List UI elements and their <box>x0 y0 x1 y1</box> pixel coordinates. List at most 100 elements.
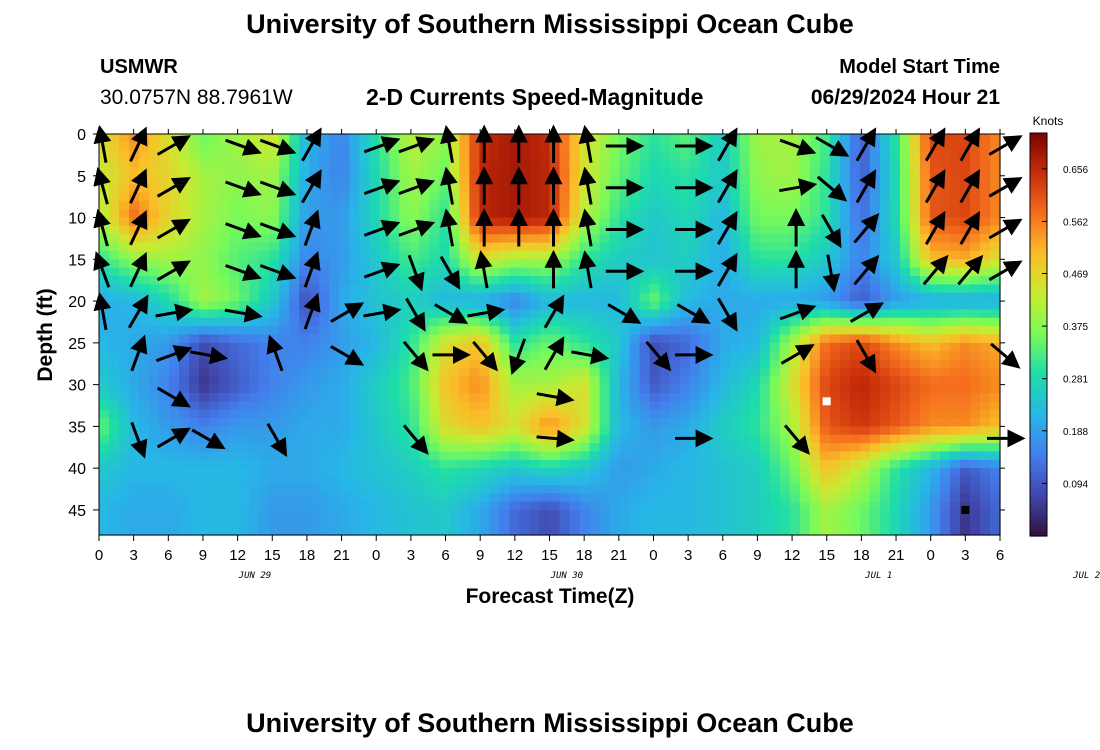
heatmap-cell <box>949 192 961 202</box>
heatmap-cell <box>979 459 991 469</box>
heatmap-cell <box>189 167 200 177</box>
heatmap-cell <box>649 501 661 511</box>
current-vector <box>363 261 401 279</box>
heatmap-cell <box>699 443 711 453</box>
heatmap-cell <box>869 459 881 469</box>
heatmap-cell <box>759 459 771 469</box>
heatmap-cell <box>539 209 551 219</box>
heatmap-cell <box>449 418 460 427</box>
heatmap-cell <box>499 192 511 202</box>
heatmap-cell <box>829 409 841 419</box>
heatmap-cell <box>759 493 771 503</box>
heatmap-cell <box>759 426 771 436</box>
heatmap-cell <box>399 518 410 528</box>
colorbar-segment <box>1030 136 1047 141</box>
heatmap-cell <box>989 292 1001 302</box>
heatmap-cell <box>659 242 671 252</box>
colorbar-segment <box>1030 347 1047 352</box>
x-tick-label: 0 <box>927 547 935 564</box>
heatmap-cell <box>879 234 891 244</box>
heatmap-cell <box>369 384 380 394</box>
heatmap-cell <box>609 159 621 169</box>
heatmap-cell <box>219 326 230 336</box>
heatmap-cell <box>759 359 771 369</box>
heatmap-cell <box>979 250 991 260</box>
heatmap-cell <box>709 217 721 227</box>
heatmap-cell <box>979 326 991 336</box>
heatmap-cell <box>329 484 340 494</box>
colorbar-segment <box>1030 317 1047 322</box>
heatmap-cell <box>179 459 190 469</box>
heatmap-cell <box>709 484 721 494</box>
heatmap-cell <box>359 476 370 486</box>
heatmap-cell <box>269 259 280 269</box>
heatmap-cell <box>309 401 320 411</box>
heatmap-cell <box>159 150 170 160</box>
heatmap-cell <box>299 250 310 260</box>
heatmap-cell <box>989 359 1001 369</box>
heatmap-cell <box>869 142 881 152</box>
heatmap-cell <box>819 192 831 202</box>
heatmap-cell <box>179 292 190 302</box>
heatmap-cell <box>349 493 360 503</box>
heatmap-cell <box>209 426 220 436</box>
colorbar-segment <box>1030 159 1047 164</box>
heatmap-cell <box>209 250 220 260</box>
heatmap-cell <box>289 250 300 260</box>
heatmap-cell <box>549 359 561 369</box>
heatmap-cell <box>369 209 380 219</box>
heatmap-cell <box>659 459 671 469</box>
heatmap-cell <box>159 225 170 235</box>
heatmap-cell <box>249 259 260 269</box>
heatmap-cell <box>929 234 941 244</box>
heatmap-cell <box>259 217 270 227</box>
heatmap-cell <box>269 150 280 160</box>
heatmap-cell <box>729 292 741 302</box>
current-vector <box>402 340 429 372</box>
heatmap-cell <box>389 284 400 294</box>
heatmap-cell <box>959 359 971 369</box>
heatmap-cell <box>969 326 981 336</box>
heatmap-cell <box>769 409 781 419</box>
heatmap-cell <box>199 409 210 419</box>
heatmap-cell <box>899 376 911 386</box>
heatmap-cell <box>429 292 440 302</box>
heatmap-cell <box>359 468 370 478</box>
colorbar-segment <box>1030 364 1047 369</box>
heatmap-cell <box>199 468 210 478</box>
heatmap-cell <box>379 418 390 427</box>
heatmap-cell <box>589 376 601 386</box>
current-vector <box>93 291 112 331</box>
heatmap-cell <box>639 484 651 494</box>
heatmap-cell <box>309 526 320 536</box>
heatmap-cell <box>279 200 290 210</box>
heatmap-cell <box>319 518 330 528</box>
heatmap-cell <box>839 334 851 344</box>
heatmap-cell <box>919 493 931 503</box>
heatmap-cell <box>809 351 821 361</box>
heatmap-cell <box>339 401 350 411</box>
heatmap-cell <box>339 234 350 244</box>
heatmap-cell <box>369 401 380 411</box>
heatmap-cell <box>159 367 170 377</box>
heatmap-cell <box>799 234 811 244</box>
current-vector <box>440 208 458 247</box>
heatmap-cell <box>689 250 701 260</box>
heatmap-cell <box>229 225 240 235</box>
colorbar-segment <box>1030 378 1047 383</box>
heatmap-cell <box>299 509 310 519</box>
heatmap-cell <box>949 326 961 336</box>
heatmap-cell <box>599 434 611 444</box>
heatmap-cell <box>379 209 390 219</box>
heatmap-cell <box>549 159 561 169</box>
heatmap-cell <box>549 459 561 469</box>
heatmap-cell <box>969 376 981 386</box>
heatmap-cell <box>259 367 270 377</box>
current-vector <box>578 208 597 247</box>
heatmap-cell <box>989 351 1001 361</box>
heatmap-cell <box>189 234 200 244</box>
heatmap-cell <box>439 184 450 194</box>
heatmap-cell <box>579 317 591 327</box>
heatmap-cell <box>769 509 781 519</box>
heatmap-cell <box>549 384 561 394</box>
